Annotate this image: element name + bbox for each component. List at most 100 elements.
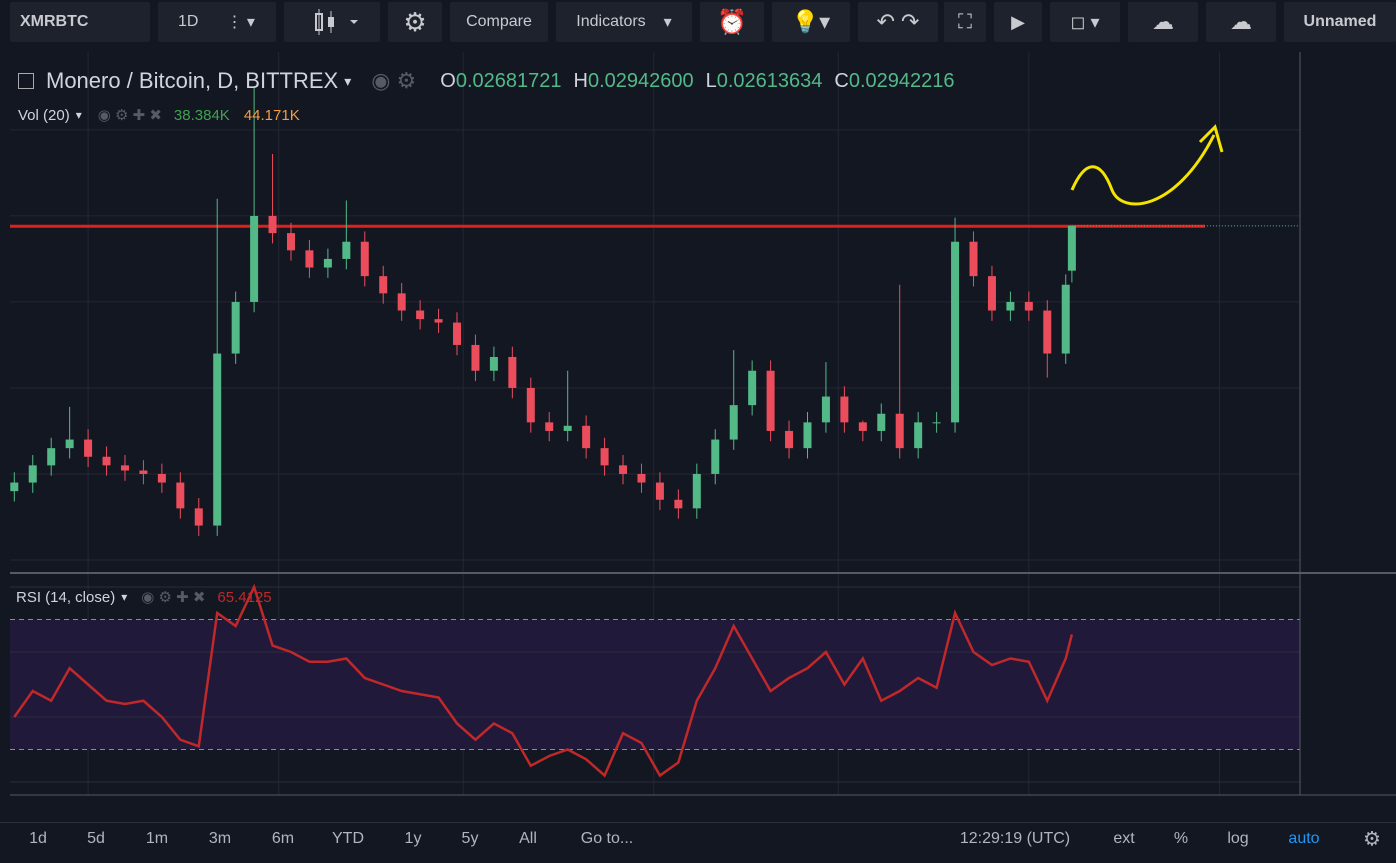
ohlc: O0.02681721 H0.02942600 L0.02613634 C0.0294… — [428, 70, 954, 93]
candle-body — [692, 473, 701, 509]
candle-body — [1067, 225, 1076, 271]
candle-body — [803, 422, 812, 449]
series-title: Monero / Bitcoin, D, BITTREX — [46, 68, 339, 93]
candle-body — [416, 310, 425, 320]
candle-body — [176, 482, 185, 509]
rsi-band — [10, 619, 1300, 750]
ideas[interactable]: 💡▾ — [772, 2, 850, 42]
range-button[interactable]: YTD — [332, 830, 364, 847]
bottom-bar: 1d 5d 1m 3m 6m YTD 1y 5y All Go to... 12… — [0, 822, 1396, 863]
alert[interactable]: ⏰ — [700, 2, 764, 42]
candle-body — [674, 499, 683, 509]
option-button[interactable]: % — [1173, 830, 1189, 847]
replay[interactable]: ▶ — [994, 2, 1042, 42]
candle-body — [821, 396, 830, 423]
option-button[interactable]: auto — [1288, 830, 1320, 847]
candle-body — [213, 353, 222, 526]
ohlc-key: C — [834, 69, 849, 92]
option-button[interactable]: log — [1227, 830, 1249, 847]
save[interactable]: ☁ — [1206, 2, 1276, 42]
range-button[interactable]: All — [519, 830, 537, 847]
candle-body — [102, 456, 111, 466]
candle-body — [323, 258, 332, 268]
fullscreen[interactable]: ⛶ — [944, 2, 986, 42]
collapse-icon — [18, 73, 34, 89]
chart-style[interactable]: AugSepOctNovDec2018Feb0.010000000.015000… — [284, 2, 380, 42]
legend-rsi: RSI (14, close) ▾ ◉ ⚙ ✚ ✖ 65.4125 — [16, 588, 272, 607]
candle-body — [987, 276, 996, 311]
candle-body — [637, 473, 646, 483]
range-button[interactable]: 5y — [461, 830, 479, 847]
candle-body — [563, 425, 572, 431]
legend-main: Monero / Bitcoin, D, BITTREX ▾ ◉ ⚙ O0.026… — [18, 68, 955, 94]
range-button[interactable]: 1y — [404, 830, 422, 847]
ohlc-value: 0.02681721 — [455, 69, 562, 92]
candle-body — [1006, 301, 1015, 311]
goto-button[interactable]: Go to... — [580, 830, 634, 847]
caret: ▾ — [75, 108, 82, 122]
candle-body — [858, 422, 867, 431]
candle-body — [766, 370, 775, 431]
candle-body — [582, 425, 591, 449]
range-button[interactable]: 1m — [145, 830, 169, 847]
volume-value: 38.384K — [173, 106, 230, 124]
candle-body — [489, 356, 498, 371]
candle-body — [231, 301, 240, 354]
ohlc-value: 0.02942216 — [848, 69, 955, 92]
candle-body — [47, 448, 56, 466]
candle-body — [397, 293, 406, 311]
marks — [10, 86, 1300, 778]
candle-body — [729, 405, 738, 440]
range-button[interactable]: 3m — [208, 830, 232, 847]
option-button[interactable]: ext — [1113, 830, 1135, 847]
candle-body — [250, 215, 259, 302]
ohlc-value: 0.02942600 — [587, 69, 694, 92]
legend-icons: ◉ ⚙ ✚ ✖ — [141, 589, 206, 606]
candle-body — [1061, 284, 1070, 354]
candle-icon: AugSepOctNovDec2018Feb0.010000000.015000… — [315, 9, 358, 35]
grid — [10, 52, 1300, 795]
settings[interactable]: ⚙ — [388, 2, 442, 42]
range-button[interactable]: 1d — [29, 830, 47, 847]
interval-label: 1D — [178, 13, 199, 30]
candle-body — [453, 322, 462, 345]
volume-name: Vol (20) — [18, 106, 70, 124]
range-button[interactable]: 6m — [271, 830, 295, 847]
caret: ▾ — [121, 590, 128, 604]
layout-name[interactable]: Unnamed — [1284, 2, 1396, 42]
hand-drawn-arrow — [1070, 134, 1216, 206]
range-button[interactable]: 5d — [87, 830, 105, 847]
interval[interactable]: 1D ⋮ ▾ — [158, 2, 276, 42]
layout-box[interactable]: ◻ ▾ — [1050, 2, 1120, 42]
ohlc-key: H — [573, 69, 588, 92]
candle-body — [1024, 301, 1033, 311]
volume-ma-value: 44.171K — [243, 106, 300, 124]
compare[interactable]: Compare — [450, 2, 548, 42]
candle-body — [951, 241, 960, 423]
candle-body — [84, 439, 93, 457]
candle-body — [268, 215, 277, 234]
indicators-label: Indicators — [576, 13, 646, 30]
caret: ▾ — [344, 72, 352, 89]
candle-body — [932, 422, 941, 424]
toolbar: XMRBTC 1D ⋮ ▾ AugSepOctNovDec2018Feb0.010… — [0, 0, 1396, 46]
candle-body — [471, 344, 480, 371]
candle-body — [619, 465, 628, 474]
candle-body — [157, 473, 166, 483]
candle-body — [655, 482, 664, 500]
clock: 12:29:19 (UTC) — [959, 830, 1071, 847]
candle-body — [65, 439, 74, 449]
rsi-value: 65.4125 — [217, 588, 272, 606]
settings-button[interactable]: ⚙ — [1363, 828, 1381, 851]
candle-body — [305, 250, 314, 268]
candle-body — [194, 508, 203, 526]
load[interactable]: ☁ — [1128, 2, 1198, 42]
legend-icons: ◉ ⚙ ✚ ✖ — [97, 107, 162, 124]
indicators[interactable]: Indicators ▾ — [556, 2, 692, 42]
candle-body — [1043, 310, 1052, 354]
symbol[interactable]: XMRBTC — [10, 2, 150, 42]
candle-body — [360, 241, 369, 277]
candle-body — [434, 319, 443, 323]
undo-redo[interactable]: ↶ ↷ — [858, 2, 938, 42]
